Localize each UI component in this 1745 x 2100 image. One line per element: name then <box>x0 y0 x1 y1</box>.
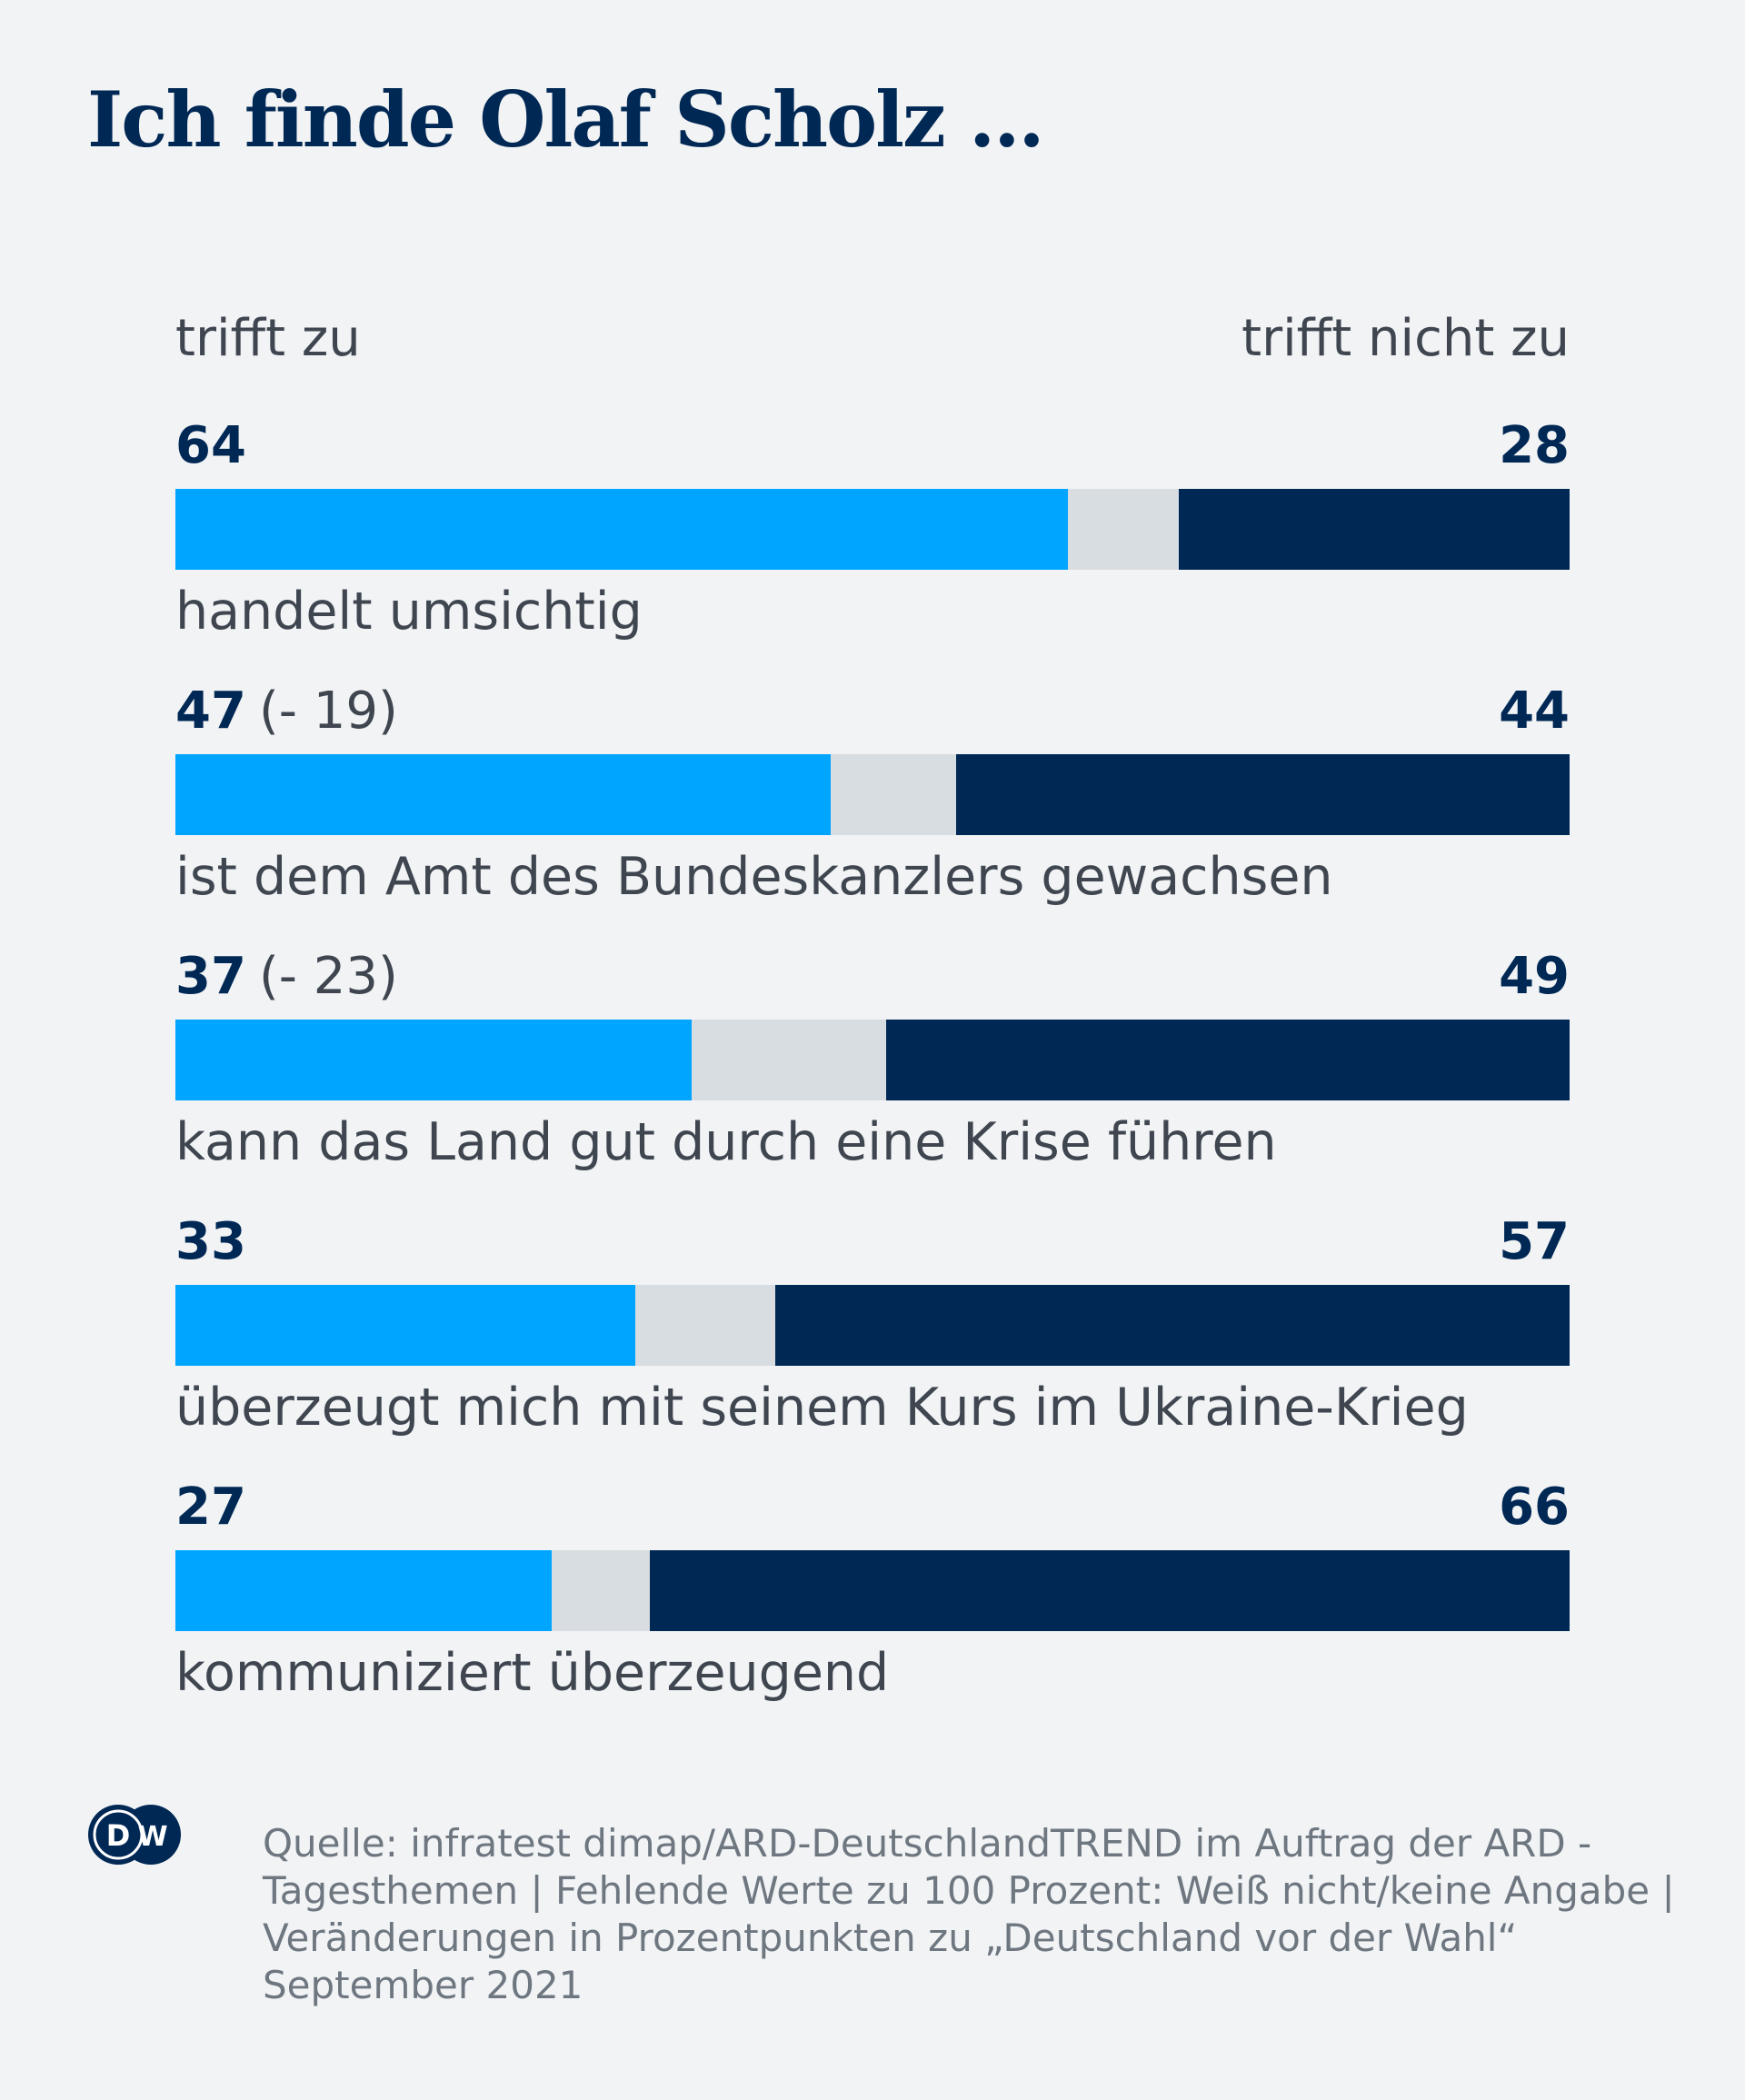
bar-row: 64 28 handelt umsichtig <box>175 416 1570 671</box>
bar-missing <box>1067 489 1180 570</box>
agree-value-number: 33 <box>175 1212 246 1271</box>
bar-disagree <box>774 1285 1570 1366</box>
bar-missing <box>691 1020 887 1100</box>
dw-logo: D W <box>88 1805 181 1865</box>
disagree-value: 66 <box>1499 1478 1570 1537</box>
svg-text:D: D <box>106 1818 131 1853</box>
agree-value-number: 47 <box>175 682 246 741</box>
agree-value: 47 (- 19) <box>175 682 398 741</box>
agree-value: 33 <box>175 1212 246 1271</box>
source-note: Quelle: infratest dimap/ARD-DeutschlandT… <box>263 1821 1675 2007</box>
agree-value-number: 27 <box>175 1478 246 1537</box>
category-label: überzeugt mich mit seinem Kurs im Ukrain… <box>175 1378 1469 1438</box>
disagree-value: 28 <box>1499 416 1570 475</box>
value-labels: 27 66 <box>175 1478 1570 1541</box>
bar-row: 37 (- 23) 49 kann das Land gut durch eine K… <box>175 947 1570 1201</box>
chart-title: Ich finde Olaf Scholz ... <box>87 75 1045 164</box>
change-value: (- 23) <box>258 947 398 1006</box>
bar-agree <box>175 489 1068 570</box>
category-label: ist dem Amt des Bundeskanzlers gewachsen <box>175 847 1333 907</box>
value-labels: 37 (- 23) 49 <box>175 947 1570 1010</box>
bar-disagree <box>956 754 1570 835</box>
agree-value-number: 37 <box>175 947 246 1006</box>
bar-row: 27 66 kommuniziert überzeugend <box>175 1478 1570 1732</box>
stacked-bar <box>175 489 1570 570</box>
bar-disagree <box>1179 489 1570 570</box>
category-label: kann das Land gut durch eine Krise führe… <box>175 1112 1277 1172</box>
bar-missing <box>830 754 957 835</box>
category-label: kommuniziert überzeugend <box>175 1643 890 1703</box>
agree-value: 27 <box>175 1478 246 1537</box>
bar-row: 33 57 überzeugt mich mit seinem Kurs im Uk… <box>175 1212 1570 1467</box>
bar-missing <box>635 1285 775 1366</box>
bar-disagree <box>886 1020 1570 1100</box>
agree-value: 37 (- 23) <box>175 947 398 1006</box>
category-label: handelt umsichtig <box>175 582 643 642</box>
change-value: (- 19) <box>258 682 398 741</box>
header-disagree: trifft nicht zu <box>1241 309 1570 368</box>
value-labels: 64 28 <box>175 416 1570 480</box>
disagree-value: 49 <box>1499 947 1570 1006</box>
bar-missing <box>552 1550 650 1631</box>
stacked-bar <box>175 1550 1570 1631</box>
bar-disagree <box>649 1550 1570 1631</box>
stacked-bar <box>175 1285 1570 1366</box>
bar-agree <box>175 754 831 835</box>
value-labels: 47 (- 19) 44 <box>175 682 1570 745</box>
header-agree: trifft zu <box>175 309 361 368</box>
stacked-bar <box>175 754 1570 835</box>
stacked-bar <box>175 1020 1570 1100</box>
value-labels: 33 57 <box>175 1212 1570 1276</box>
agree-value-number: 64 <box>175 416 246 475</box>
bar-agree <box>175 1550 553 1631</box>
agree-value: 64 <box>175 416 246 475</box>
bar-row: 47 (- 19) 44 ist dem Amt des Bundeskanzlers… <box>175 682 1570 936</box>
disagree-value: 57 <box>1499 1212 1570 1271</box>
bar-agree <box>175 1020 692 1100</box>
bar-agree <box>175 1285 636 1366</box>
svg-text:W: W <box>137 1821 167 1853</box>
disagree-value: 44 <box>1499 682 1570 741</box>
